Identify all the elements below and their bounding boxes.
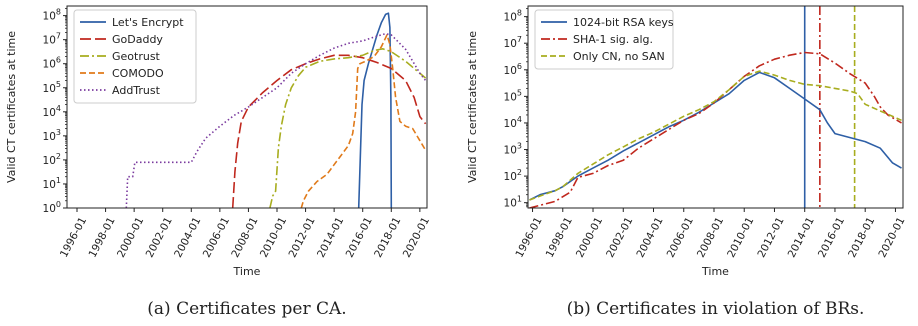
legend: 1024-bit RSA keys SHA-1 sig. alg. Only CN,…	[534, 9, 674, 70]
legend-label-geotrust: Geotrust	[112, 50, 161, 63]
series-line-only-cn-no-san	[529, 70, 902, 201]
x-tick-label: 2004-01	[172, 215, 203, 259]
plot-frame	[66, 5, 428, 209]
x-tick-label: 2002-01	[604, 215, 635, 259]
legend-label-only-cn-no-san: Only CN, no SAN	[573, 50, 665, 63]
x-tick-label: 2014-01	[786, 215, 817, 259]
legend-label-addtrust: AddTrust	[112, 84, 161, 97]
y-tick-label: 107	[43, 32, 61, 47]
y-tick-label: 106	[43, 56, 61, 71]
y-tick-label: 106	[504, 62, 522, 77]
y-tick-label: 104	[43, 104, 61, 119]
x-tick-label: 2016-01	[344, 215, 375, 259]
series-line-comodo	[300, 34, 427, 208]
x-tick-label: 2008-01	[695, 215, 726, 259]
legend: Let's Encrypt GoDaddy Geotrust COMODO AddTru…	[73, 9, 197, 104]
series-line-1024-bit-rsa-keys	[529, 71, 902, 201]
x-tick-label: 1996-01	[513, 215, 544, 259]
x-tick-label: 2018-01	[846, 215, 877, 259]
x-tick-label: 2010-01	[725, 215, 756, 259]
legend-box	[534, 9, 674, 70]
y-tick-label: 108	[504, 9, 522, 24]
x-tick-label: 2000-01	[115, 215, 146, 259]
x-tick-label: 2016-01	[816, 215, 847, 259]
y-tick-label: 108	[43, 8, 61, 23]
x-tick-label: 2000-01	[574, 215, 605, 259]
y-tick-label: 105	[504, 88, 522, 103]
legend-box	[73, 9, 197, 104]
legend-label-let-s-encrypt: Let's Encrypt	[112, 16, 184, 29]
legend-label-sha-1-sig-alg: SHA-1 sig. alg.	[573, 33, 653, 46]
series-group	[125, 12, 427, 208]
x-tick-label: 2004-01	[634, 215, 665, 259]
x-tick-label: 2006-01	[201, 215, 232, 259]
y-tick-label: 103	[504, 142, 522, 157]
x-tick-label: 2020-01	[876, 215, 907, 259]
legend-label-comodo: COMODO	[112, 67, 164, 80]
y-tick-label: 101	[43, 176, 61, 191]
series-line-addtrust	[125, 32, 427, 208]
chart-caption: (b) Certificates in violation of BRs.	[567, 299, 865, 319]
series-line-sha-1-sig-alg	[529, 51, 902, 208]
y-tick-label: 102	[43, 152, 61, 167]
x-axis-title: Time	[233, 265, 261, 278]
chart-certificates-per-ca: 100 101 102 103 104 105 106 107 108 1996-011998-0…	[5, 5, 432, 319]
x-tick-label: 2018-01	[372, 215, 403, 259]
y-tick-label: 102	[504, 168, 522, 183]
x-tick-label: 1998-01	[544, 215, 575, 259]
legend-label-godaddy: GoDaddy	[112, 33, 163, 46]
series-group	[529, 6, 902, 208]
y-tick-label: 101	[504, 195, 522, 210]
y-tick-label: 104	[504, 115, 522, 130]
x-tick-label: 2012-01	[755, 215, 786, 259]
x-tick-label: 2008-01	[229, 215, 260, 259]
legend-label-1024-bit-rsa-keys: 1024-bit RSA keys	[573, 16, 674, 29]
x-tick-label: 2012-01	[287, 215, 318, 259]
x-tick-label: 2006-01	[665, 215, 696, 259]
y-tick-label: 100	[43, 200, 61, 215]
series-line-godaddy	[231, 54, 427, 208]
y-axis-title: Valid CT certificates at time	[5, 31, 18, 183]
y-axis-title: Valid CT certificates at time	[466, 31, 479, 183]
x-tick-label: 2014-01	[315, 215, 346, 259]
chart-caption: (a) Certificates per CA.	[147, 299, 346, 319]
x-tick-label: 2020-01	[401, 215, 432, 259]
x-tick-label: 1996-01	[58, 215, 89, 259]
x-tick-label: 2010-01	[258, 215, 289, 259]
x-tick-label: 1998-01	[87, 215, 118, 259]
y-tick-label: 103	[43, 128, 61, 143]
series-line-let-s-encrypt	[357, 12, 393, 208]
y-tick-label: 107	[504, 35, 522, 50]
y-tick-label: 105	[43, 80, 61, 95]
x-tick-label: 2002-01	[144, 215, 175, 259]
x-axis-title: Time	[701, 265, 729, 278]
